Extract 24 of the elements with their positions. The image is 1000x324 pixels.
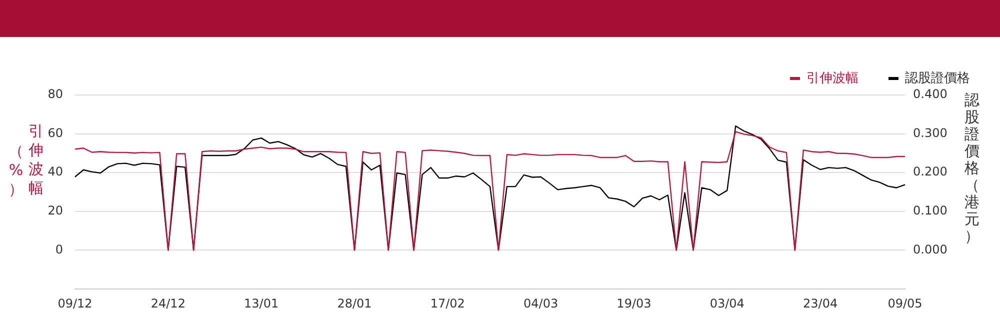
x-tick-label: 09/12 — [58, 296, 92, 310]
y-tick-label: 80 — [48, 87, 63, 102]
y2-tick-label: 0.000 — [913, 242, 948, 256]
x-tick-label: 17/02 — [430, 296, 465, 310]
legend-label: 引伸波幅 — [806, 70, 858, 86]
y-tick-label: 40 — [48, 164, 63, 179]
y-tick-label: 60 — [48, 126, 63, 140]
x-tick-label: 24/12 — [150, 296, 186, 310]
x-tick-label: 03/04 — [710, 296, 744, 310]
y-tick-label: 20 — [48, 204, 63, 218]
y2-tick-label: 0.300 — [913, 126, 948, 140]
x-tick-label: 04/03 — [524, 296, 558, 310]
x-tick-label: 09/05 — [888, 296, 922, 310]
text: 引伸波幅（%） — [8, 122, 44, 198]
text: 認股證價格（港元） — [964, 91, 980, 245]
x-tick-label: 13/01 — [244, 296, 279, 310]
y-tick-label: 0 — [55, 242, 63, 256]
legend-label: 認股證價格 — [905, 70, 970, 86]
x-tick-label: 19/03 — [616, 296, 652, 310]
y2-tick-label: 0.100 — [913, 204, 948, 218]
x-tick-label: 28/01 — [337, 296, 372, 310]
y2-tick-label: 0.200 — [913, 164, 948, 179]
x-tick-label: 23/04 — [803, 296, 838, 310]
y2-tick-label: 0.400 — [913, 87, 948, 102]
